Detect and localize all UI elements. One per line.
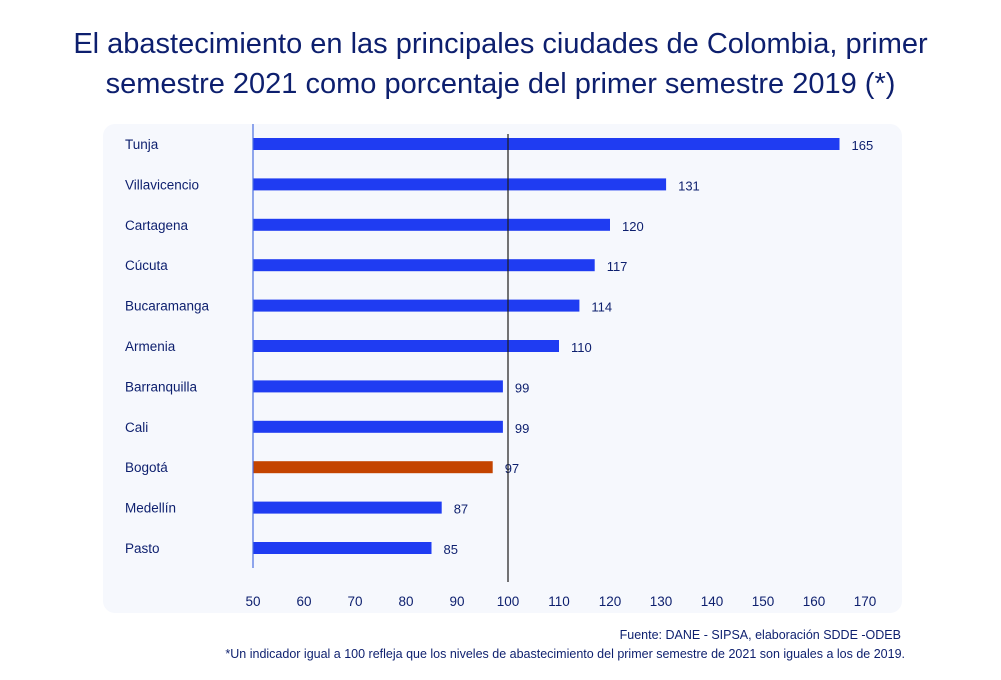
bar-1 [253,178,667,191]
source-note: Fuente: DANE - SIPSA, elaboración SDDE -… [619,628,901,642]
chart-title: El abastecimiento en las principales ciu… [0,24,1001,104]
x-tick-label: 150 [752,594,775,609]
x-tick-label: 120 [599,594,622,609]
bar-4 [253,299,580,312]
chart-panel [103,124,902,613]
footnote: *Un indicador igual a 100 refleja que lo… [225,647,905,661]
bar-7 [253,420,503,433]
category-label: Armenia [125,339,176,354]
bar-2 [253,218,610,231]
x-tick-label: 50 [245,594,260,609]
bar-10 [253,542,432,554]
x-tick-label: 110 [548,594,570,609]
value-label: 99 [515,380,529,395]
value-label: 87 [454,502,468,517]
value-label: 110 [571,340,592,355]
x-tick-label: 140 [701,594,724,609]
x-tick-label: 70 [347,594,362,609]
category-label: Cúcuta [125,258,168,273]
x-tick-label: 160 [803,594,826,609]
category-label: Bucaramanga [125,299,210,314]
category-label: Cartagena [125,218,189,233]
category-label: Bogotá [125,460,168,475]
x-tick-label: 130 [650,594,673,609]
x-tick-label: 60 [296,594,311,609]
category-label: Barranquilla [125,379,198,394]
bar-5 [253,340,559,352]
value-label: 131 [678,178,700,193]
category-label: Tunja [125,137,159,152]
x-tick-label: 100 [497,594,520,609]
chart-title-line-2: semestre 2021 como porcentaje del primer… [105,68,896,100]
category-label: Pasto [125,541,160,556]
value-label: 120 [622,219,644,234]
chart-title-line-1: El abastecimiento en las principales ciu… [73,28,928,60]
bar-9 [253,501,442,514]
category-label: Medellín [125,501,176,516]
bar-3 [253,259,595,272]
x-tick-label: 90 [449,594,464,609]
value-label: 85 [444,542,458,557]
value-label: 114 [591,300,612,315]
bar-6 [253,380,503,393]
bar-0 [253,138,840,150]
value-label: 99 [515,421,529,436]
bar-8 [253,461,493,474]
value-label: 165 [852,138,874,153]
x-tick-label: 80 [398,594,413,609]
category-label: Cali [125,420,148,435]
x-tick-label: 170 [854,594,877,609]
category-label: Villavicencio [125,177,199,192]
value-label: 97 [505,461,519,476]
value-label: 117 [607,259,628,274]
